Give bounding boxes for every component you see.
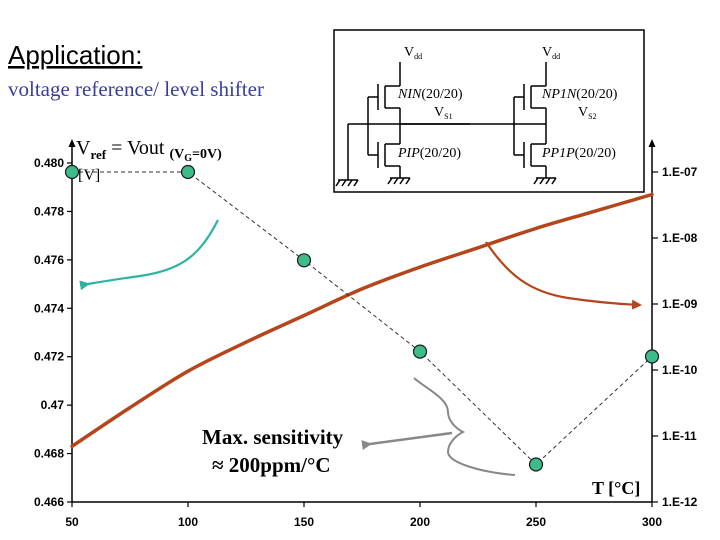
sensitivity-markers [64, 164, 660, 472]
left-tick-label: 0.476 [34, 253, 64, 267]
slide-heading: Application: [8, 40, 142, 70]
right-tick-label: 1.E-08 [662, 231, 698, 245]
x-tick-label: 150 [294, 515, 314, 529]
left-tick-label: 0.468 [34, 447, 64, 461]
sensitivity-point [180, 164, 196, 180]
sensitivity-point [528, 457, 544, 472]
sensitivity-point [296, 253, 312, 268]
circuit-schematic: Vdd Vdd NIN(20/20) NP1N(20/20) VS1 VS2 P… [333, 29, 645, 193]
x-axis-ticks: 50 100 150 200 250 300 [65, 502, 662, 529]
right-tick-label: 1.E-07 [662, 165, 698, 179]
vs2-label: VS2 [578, 105, 597, 121]
right-axis-arrow [648, 139, 656, 147]
vs1-label: VS1 [434, 105, 453, 121]
left-transistor-stack [347, 62, 470, 180]
annotation-arrow [361, 431, 453, 451]
left-tick-label: 0.47 [41, 398, 65, 412]
right-transistor-stack [470, 62, 547, 178]
left-axis-ticks: 0.480 0.478 0.476 0.474 0.472 0.47 0.468 0.466 [34, 156, 72, 509]
ground-symbols [335, 177, 557, 187]
left-axis-arrow [68, 139, 76, 147]
right-tick-label: 1.E-11 [662, 429, 697, 443]
sensitivity-point [644, 349, 660, 364]
left-trend-arrow [79, 219, 219, 291]
x-tick-label: 100 [178, 515, 198, 529]
x-tick-label: 50 [65, 515, 79, 529]
right-tick-label: 1.E-12 [662, 495, 698, 509]
left-tick-label: 0.474 [34, 301, 64, 315]
transistor-nin-label: NIN(20/20) [397, 87, 463, 102]
sensitivity-point [412, 344, 428, 359]
x-tick-label: 200 [410, 515, 430, 529]
circuit-frame [333, 29, 645, 193]
vdd-right-label: Vdd [542, 45, 560, 61]
transistor-pip-label: PIP(20/20) [397, 146, 461, 161]
left-tick-label: 0.478 [34, 204, 64, 218]
vref-label: Vref = Vout (VG=0V) [76, 137, 222, 164]
sensitivity-point [64, 164, 80, 180]
annotation-line-2: ≈ 200ppm/°C [212, 453, 331, 477]
annotation-line-1: Max. sensitivity [202, 425, 344, 449]
left-tick-label: 0.480 [34, 156, 64, 170]
right-tick-label: 1.E-09 [662, 297, 698, 311]
x-tick-label: 300 [642, 515, 662, 529]
right-tick-label: 1.E-10 [662, 363, 698, 377]
sensitivity-annotation: Max. sensitivity ≈ 200ppm/°C [202, 377, 516, 477]
sensitivity-line [72, 171, 653, 466]
x-axis-title: T [°C] [592, 478, 640, 498]
left-tick-label: 0.472 [34, 350, 64, 364]
vdd-left-label: Vdd [404, 45, 422, 61]
slide-subheading: voltage reference/ level shifter [8, 77, 264, 101]
vref-curve [70, 192, 654, 449]
left-tick-label: 0.466 [34, 495, 64, 509]
annotation-brace [413, 377, 516, 476]
right-axis-ticks: 1.E-07 1.E-08 1.E-09 1.E-10 1.E-11 1.E-12 [652, 165, 698, 509]
transistor-np1n-label: NP1N(20/20) [541, 87, 618, 102]
transistor-pp1p-label: PP1P(20/20) [541, 146, 616, 161]
right-trend-arrow [485, 241, 642, 310]
left-gate-lines [367, 96, 378, 156]
plot-axes [68, 139, 656, 503]
y-unit-label: [V] [78, 167, 100, 184]
x-tick-label: 250 [526, 515, 546, 529]
